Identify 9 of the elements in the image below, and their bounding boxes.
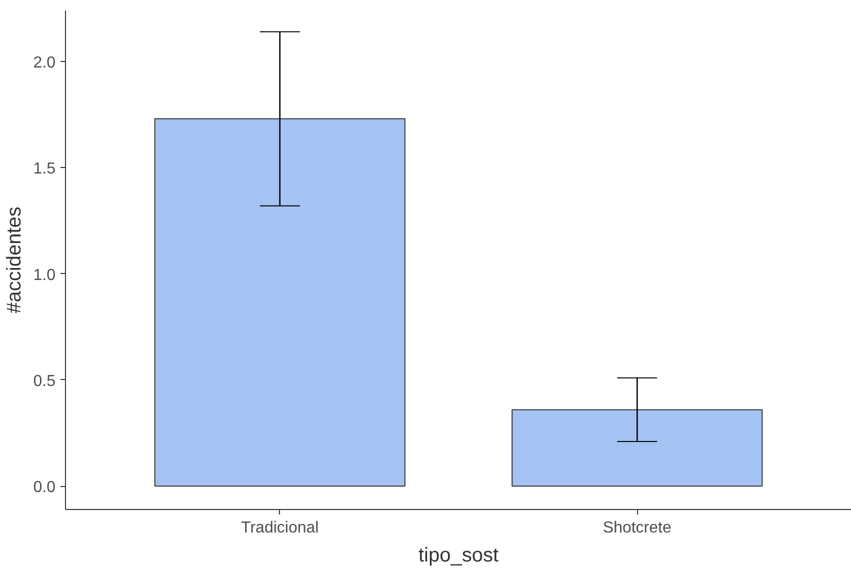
y-tick-label: 1.0 [33,266,56,284]
y-tick-label: 2.0 [33,54,56,72]
y-tick-label: 1.5 [33,160,56,178]
x-axis-title: tipo_sost [418,544,499,566]
y-tick-label: 0.0 [33,479,56,496]
x-tick-label: Tradicional [241,520,319,536]
x-tick-label: Shotcrete [602,520,672,536]
y-axis-title: #accidentes [3,206,26,314]
y-tick-label: 0.5 [33,372,56,390]
